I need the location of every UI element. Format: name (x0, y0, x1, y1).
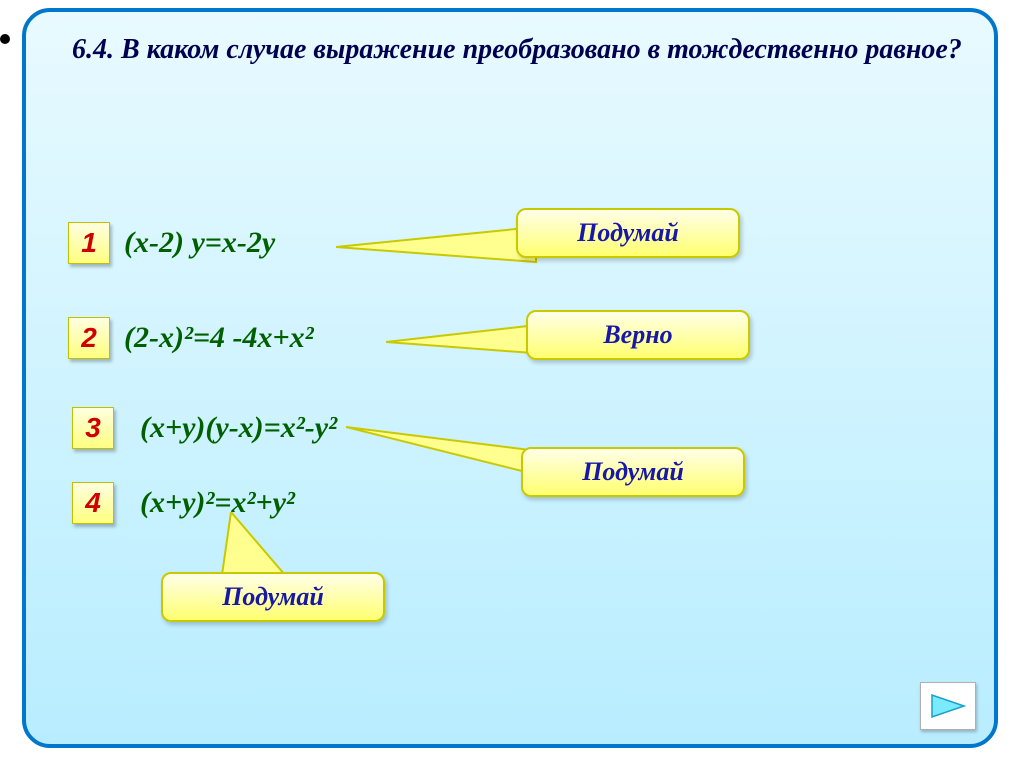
option-expr-4: (х+у)²=х²+у² (140, 486, 295, 520)
option-row-3: 3 (х+у)(у-х)=х²-у² (72, 407, 337, 449)
option-number-1[interactable]: 1 (68, 222, 110, 264)
next-arrow-icon (930, 691, 966, 721)
option-expr-3: (х+у)(у-х)=х²-у² (140, 411, 337, 445)
callout-correct: Верно (526, 310, 750, 360)
option-row-2: 2 (2-х)²=4 -4х+х² (68, 317, 314, 359)
callout-think-3: Подумай (521, 447, 745, 497)
callout-think-4: Подумай (161, 572, 385, 622)
bullet-dot (0, 34, 10, 44)
option-row-1: 1 (х-2) у=х-2у (68, 222, 275, 264)
option-row-4: 4 (х+у)²=х²+у² (72, 482, 295, 524)
callout-think-1: Подумай (516, 208, 740, 258)
option-number-4[interactable]: 4 (72, 482, 114, 524)
option-expr-2: (2-х)²=4 -4х+х² (124, 321, 314, 355)
option-expr-1: (х-2) у=х-2у (124, 226, 275, 260)
next-button[interactable] (920, 682, 976, 730)
question-text: 6.4. В каком случае выражение преобразов… (72, 34, 992, 66)
option-number-3[interactable]: 3 (72, 407, 114, 449)
option-number-2[interactable]: 2 (68, 317, 110, 359)
slide-frame: 6.4. В каком случае выражение преобразов… (22, 8, 998, 748)
